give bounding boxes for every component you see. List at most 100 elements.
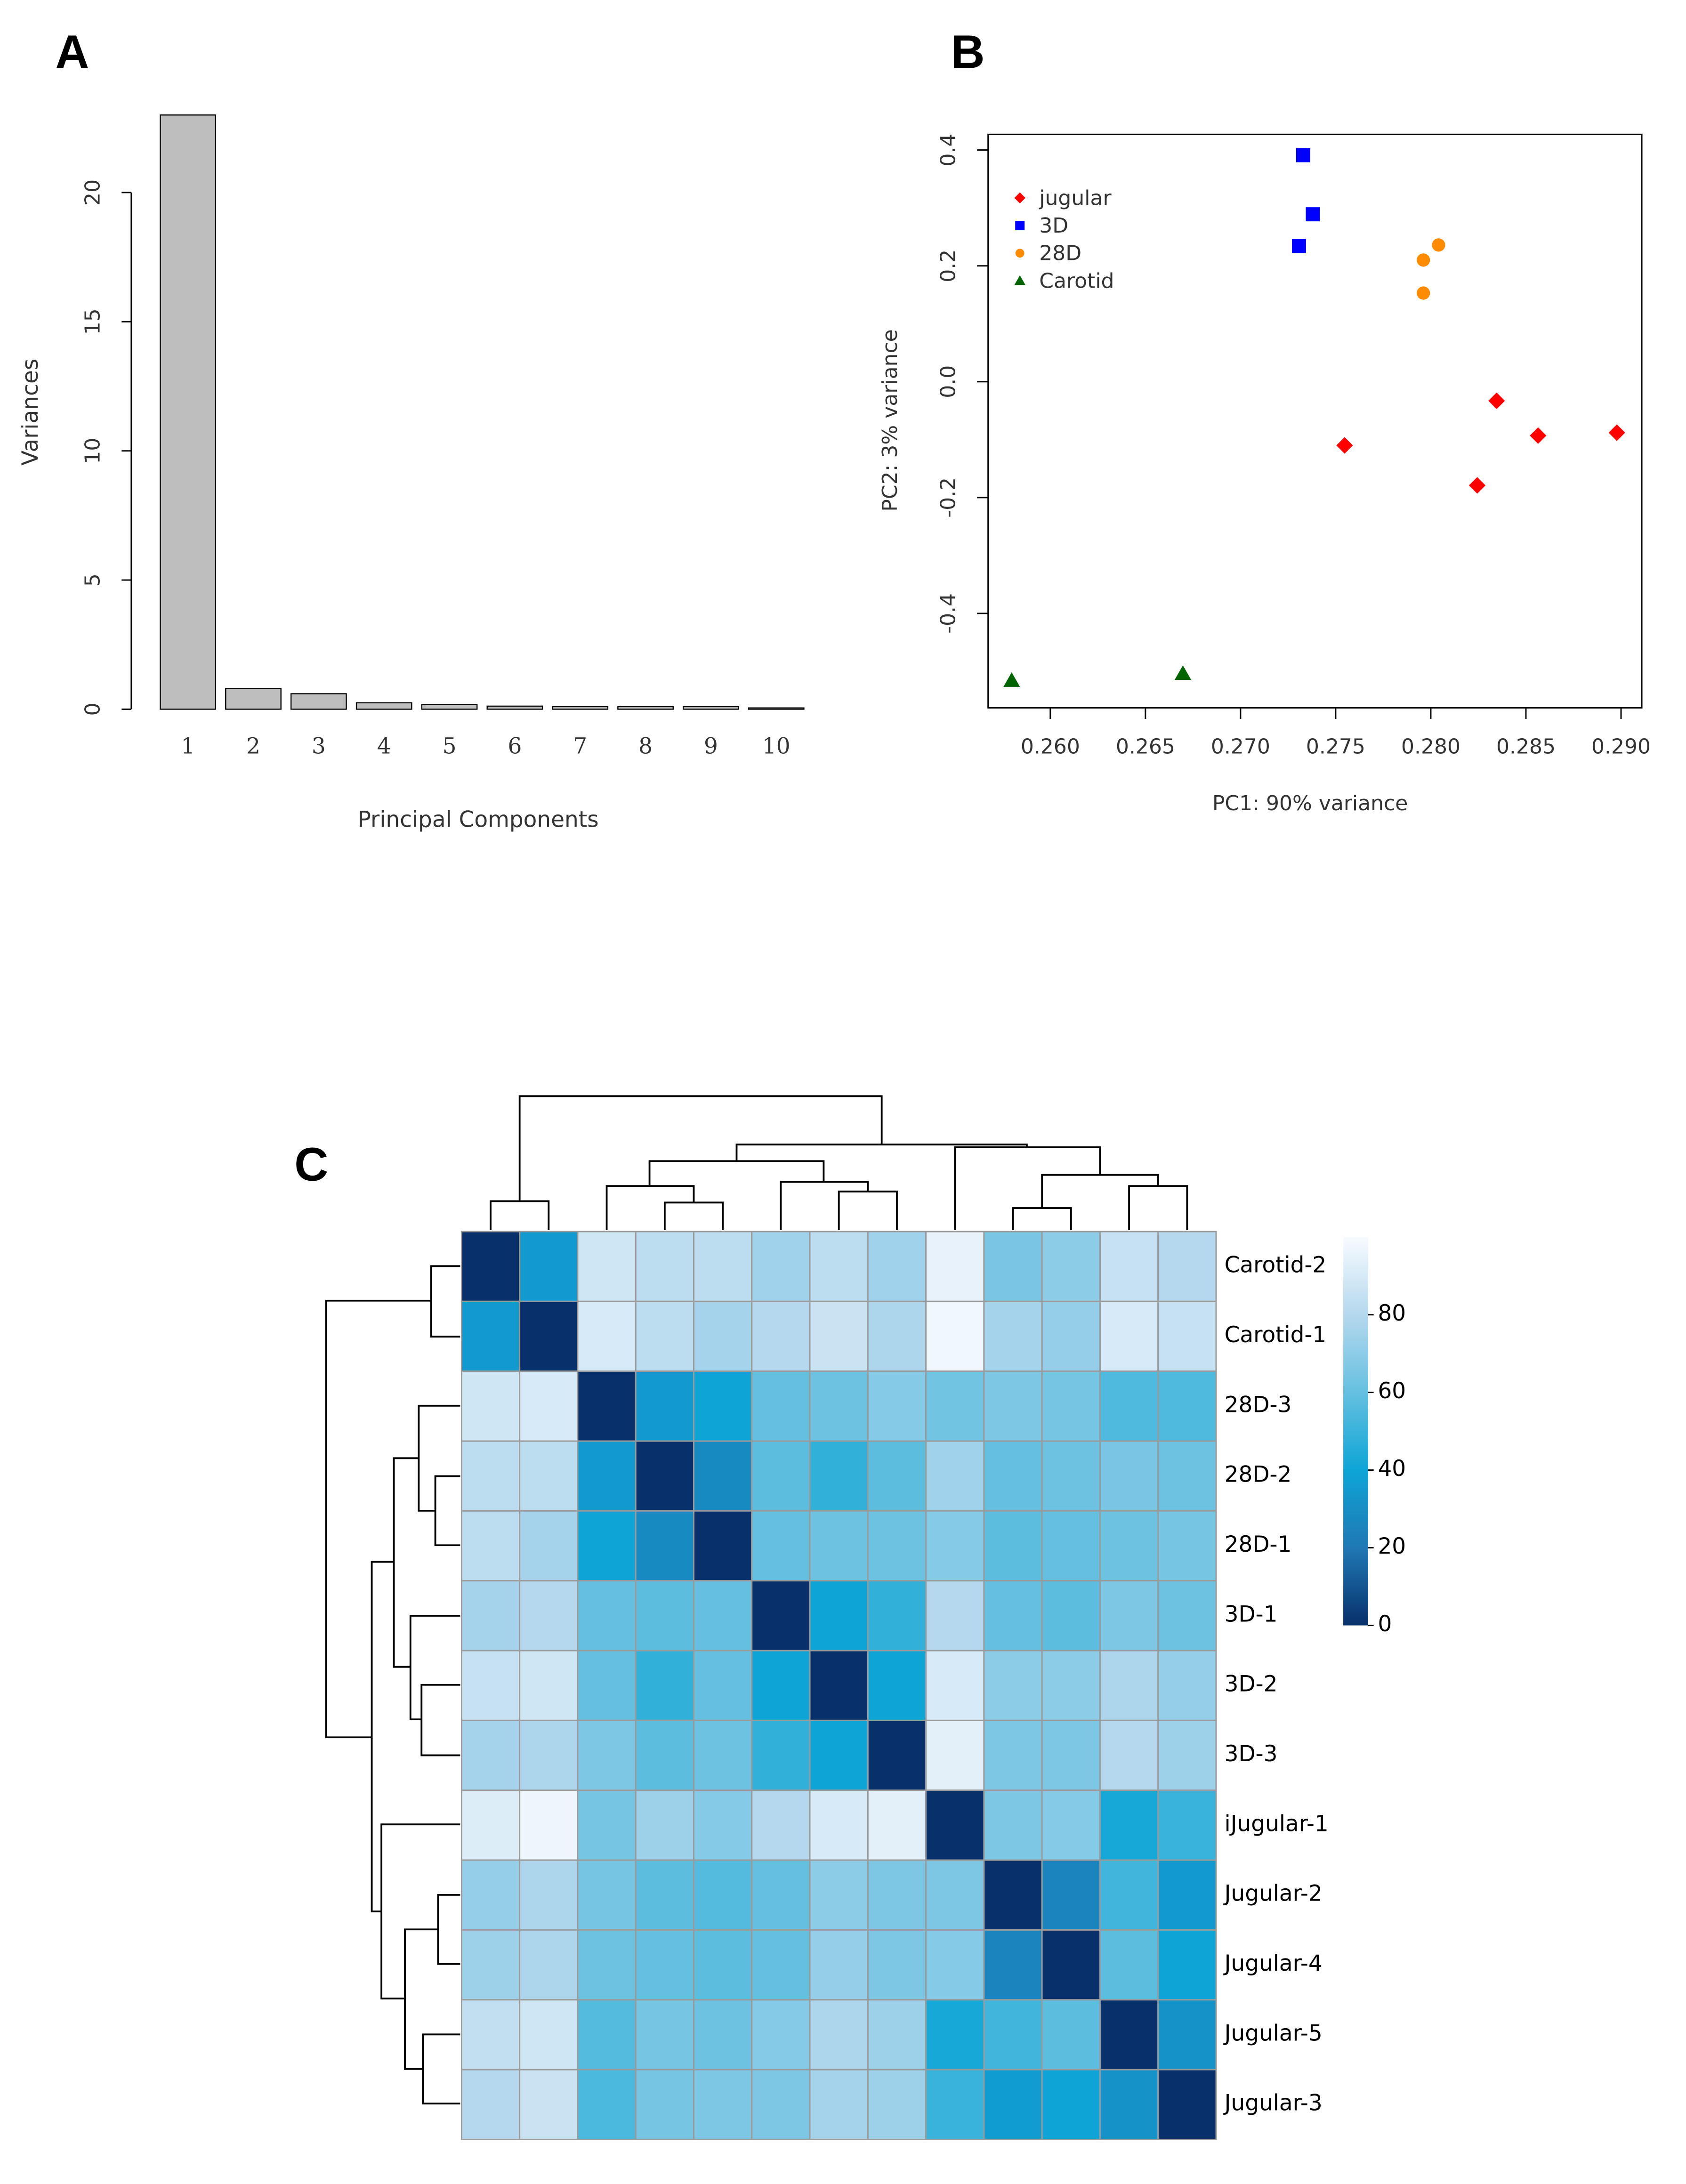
heatmap-cell [751, 1650, 811, 1721]
heatmap-cell [693, 1929, 753, 2001]
heatmap-cell [1041, 1510, 1101, 1582]
heatmap-cell [751, 1440, 811, 1512]
heatmap-cell [577, 1580, 637, 1652]
heatmap-cell [635, 1719, 694, 1791]
row-label: Jugular-5 [1223, 2020, 1323, 2046]
bar [552, 706, 609, 710]
x-tick-label: 9 [704, 733, 718, 759]
y-tick-label: -0.4 [936, 593, 960, 634]
heatmap-cell [577, 1440, 637, 1512]
heatmap-cell [751, 1999, 811, 2071]
heatmap-cell [1157, 1370, 1217, 1442]
heatmap-cell [1041, 1719, 1101, 1791]
heatmap-cell [867, 1580, 927, 1652]
point [1306, 207, 1320, 222]
heatmap-cell [460, 1580, 521, 1652]
heatmap-cell [867, 1300, 927, 1372]
heatmap-cell [867, 1999, 927, 2071]
row-label: 3D-3 [1225, 1741, 1278, 1767]
heatmap-cell [751, 1370, 811, 1442]
heatmap-cell [635, 1999, 694, 2071]
row-label: Jugular-3 [1223, 2090, 1323, 2116]
heatmap-cell [1157, 1719, 1217, 1791]
x-tick-label: 10 [762, 733, 791, 759]
heatmap-cell [751, 1859, 811, 1931]
heatmap-cell [751, 1789, 811, 1861]
y-tick-label: 0.2 [936, 250, 960, 282]
heatmap-cell [693, 1300, 753, 1372]
y-tick-label: 20 [81, 179, 105, 206]
heatmap-cell [460, 1300, 521, 1372]
heatmap-cell [925, 1650, 985, 1721]
heatmap-cell [635, 1929, 694, 2001]
x-tick-label: 0.280 [1401, 735, 1460, 759]
heatmap-cell [693, 1650, 753, 1721]
heatmap-cell [577, 1999, 637, 2071]
heatmap-cell [693, 1231, 753, 1302]
point [1291, 239, 1306, 253]
heatmap-cell [983, 1510, 1043, 1582]
heatmap-cell [519, 1440, 579, 1512]
row-dendrogram [325, 1265, 460, 2105]
heatmap-cell [1157, 2069, 1217, 2140]
heatmap-cell [867, 1719, 927, 1791]
heatmap-cell [867, 1370, 927, 1442]
heatmap-cell [577, 1929, 637, 2001]
heatmap-cell [693, 1510, 753, 1582]
heatmap-cell [867, 1929, 927, 2001]
color-bar-label: 40 [1378, 1456, 1406, 1482]
x-tick-label: 0.290 [1591, 735, 1651, 759]
heatmap-cell [751, 1929, 811, 2001]
x-tick-label: 6 [508, 733, 522, 759]
heatmap-cell [983, 2069, 1043, 2140]
heatmap-cell [460, 1370, 521, 1442]
heatmap-cell [460, 1789, 521, 1861]
heatmap-cell [867, 1650, 927, 1721]
y-axis-label: PC2: 3% variance [878, 329, 902, 511]
heatmap-cell [519, 1789, 579, 1861]
heatmap-cell [1099, 2069, 1159, 2140]
y-tick-label: 10 [81, 438, 105, 464]
heatmap-cell [519, 1231, 579, 1302]
heatmap-cell [1157, 1789, 1217, 1861]
panel-label: C [294, 1138, 328, 1191]
heatmap-cell [1099, 1300, 1159, 1372]
heatmap-cell [983, 1859, 1043, 1931]
heatmap-cell [925, 1580, 985, 1652]
color-bar-label: 80 [1378, 1300, 1406, 1326]
heatmap-cell [577, 1231, 637, 1302]
heatmap-cell [751, 1719, 811, 1791]
heatmap-cell [635, 1580, 694, 1652]
heatmap-cell [867, 1510, 927, 1582]
heatmap-cell [809, 1370, 869, 1442]
color-bar-label: 60 [1378, 1378, 1406, 1404]
heatmap-cell [809, 1929, 869, 2001]
bar [486, 705, 543, 710]
heatmap-cell [1041, 1859, 1101, 1931]
y-tick-label: 15 [81, 308, 105, 335]
heatmap-cell [809, 1859, 869, 1931]
x-axis-label: PC1: 90% variance [1212, 791, 1408, 815]
heatmap-cell [925, 1440, 985, 1512]
point [1468, 477, 1486, 494]
heatmap-cell [809, 1650, 869, 1721]
row-label: 28D-2 [1225, 1462, 1292, 1488]
heatmap-cell [809, 1580, 869, 1652]
heatmap-cell [1041, 1370, 1101, 1442]
y-tick-label: 0.0 [936, 365, 960, 398]
heatmap-cell [983, 1999, 1043, 2071]
heatmap-cell [693, 1580, 753, 1652]
heatmap-cell [519, 1929, 579, 2001]
row-label: Carotid-1 [1225, 1322, 1327, 1348]
heatmap-cell [519, 1999, 579, 2071]
heatmap-cell [925, 1859, 985, 1931]
heatmap-cell [460, 1999, 521, 2071]
heatmap-cell [809, 1510, 869, 1582]
heatmap-cell [983, 1789, 1043, 1861]
point [1488, 392, 1505, 409]
bar [290, 693, 347, 710]
y-axis-label: Variances [17, 359, 43, 466]
heatmap-cell [1041, 1650, 1101, 1721]
point [1608, 424, 1625, 441]
heatmap-cell [925, 1789, 985, 1861]
